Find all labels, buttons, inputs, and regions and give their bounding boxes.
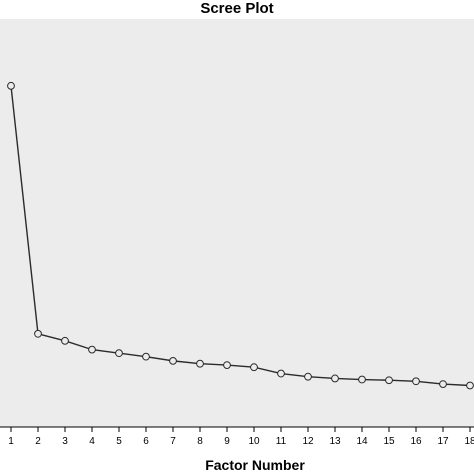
- series-scree: [7, 81, 474, 390]
- x-tick-label: 6: [143, 436, 149, 447]
- data-point-marker: [385, 376, 393, 385]
- data-point-marker: [169, 356, 177, 365]
- series-line: [10, 85, 471, 387]
- data-point-marker: [142, 352, 150, 361]
- data-point-marker: [439, 380, 447, 388]
- x-tick-label: 8: [197, 436, 203, 447]
- x-tick-label: 5: [116, 436, 122, 447]
- data-point-marker: [7, 81, 15, 90]
- data-point-marker: [304, 372, 312, 381]
- data-point-marker: [88, 345, 96, 354]
- data-point-marker: [196, 359, 204, 368]
- x-tick-label: 10: [248, 436, 260, 447]
- x-tick-label: 17: [437, 436, 449, 447]
- data-point-marker: [250, 363, 258, 372]
- chart-title: Scree Plot: [200, 0, 273, 17]
- x-axis-label: Factor Number: [205, 457, 305, 473]
- data-point-marker: [115, 349, 123, 358]
- data-point-marker: [466, 381, 474, 390]
- x-axis-ticks: 1 2 3 4 5 6 7 8 9 10 11 12 13 14 15 16 17 18: [8, 427, 474, 447]
- data-point-marker: [412, 377, 420, 386]
- x-tick-label: 12: [302, 436, 314, 447]
- data-point-marker: [34, 329, 42, 338]
- data-point-marker: [358, 375, 366, 384]
- data-point-marker: [277, 369, 285, 378]
- x-tick-label: 18: [464, 436, 474, 447]
- x-tick-label: 4: [89, 436, 95, 447]
- x-tick-label: 14: [356, 436, 368, 447]
- data-point-marker: [61, 336, 69, 345]
- x-tick-label: 3: [62, 436, 68, 447]
- x-tick-label: 9: [224, 436, 230, 447]
- plot-area: [0, 19, 474, 427]
- x-tick-label: 11: [276, 436, 287, 447]
- x-tick-label: 16: [410, 436, 422, 447]
- x-tick-label: 15: [383, 436, 395, 447]
- data-point-marker: [331, 374, 339, 383]
- x-tick-label: 13: [329, 436, 341, 447]
- x-tick-label: 1: [8, 436, 14, 447]
- x-tick-label: 7: [170, 436, 176, 447]
- x-tick-label: 2: [35, 436, 41, 447]
- data-point-marker: [223, 361, 231, 369]
